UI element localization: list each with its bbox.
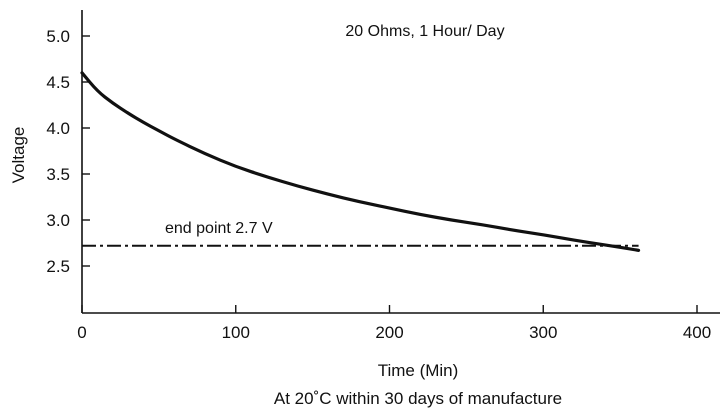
y-tick-label: 5.0 xyxy=(46,27,70,46)
x-tick-label: 200 xyxy=(375,323,403,342)
y-tick-label: 4.5 xyxy=(46,73,70,92)
axes-group xyxy=(81,10,720,314)
chart-footnote: At 20˚C within 30 days of manufacture xyxy=(274,389,562,408)
ticks-group: 0 100 200 300 400 2.5 3.0 3.5 4.0 4.5 5.0 xyxy=(46,27,711,342)
y-tick-label: 4.0 xyxy=(46,119,70,138)
x-tick-label: 400 xyxy=(683,323,711,342)
end-point-label: end point 2.7 V xyxy=(165,220,273,237)
x-tick-label: 0 xyxy=(77,323,86,342)
y-tick-label: 3.5 xyxy=(46,165,70,184)
series-group xyxy=(80,71,641,252)
x-tick-label: 300 xyxy=(529,323,557,342)
y-axis-title: Voltage xyxy=(9,127,28,184)
y-tick-label: 2.5 xyxy=(46,257,70,276)
voltage-series-line xyxy=(80,71,641,252)
x-axis-title: Time (Min) xyxy=(378,361,459,380)
condition-label: 20 Ohms, 1 Hour/ Day xyxy=(345,23,504,40)
y-tick-label: 3.0 xyxy=(46,211,70,230)
x-tick-label: 100 xyxy=(222,323,250,342)
